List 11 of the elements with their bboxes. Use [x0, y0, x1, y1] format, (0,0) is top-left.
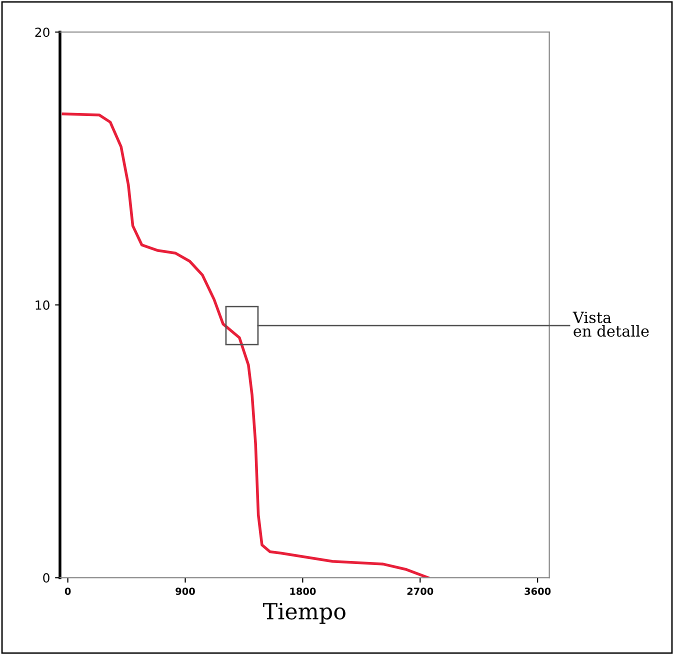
y-tick-label: 10 — [36, 300, 50, 310]
x-tick-label: 3600 — [524, 588, 551, 595]
x-tick-label: 0 — [64, 588, 71, 595]
line-series — [62, 112, 430, 578]
y-tick-label: 0 — [43, 573, 50, 583]
x-tick-label: 1800 — [290, 588, 316, 595]
x-axis-title: Tiempo — [262, 602, 346, 624]
x-tick-label: 900 — [176, 588, 195, 595]
text: Vista en detalle — [572, 312, 649, 337]
y-tick-label: 20 — [35, 28, 50, 38]
x-tick-label: 2700 — [407, 588, 434, 595]
